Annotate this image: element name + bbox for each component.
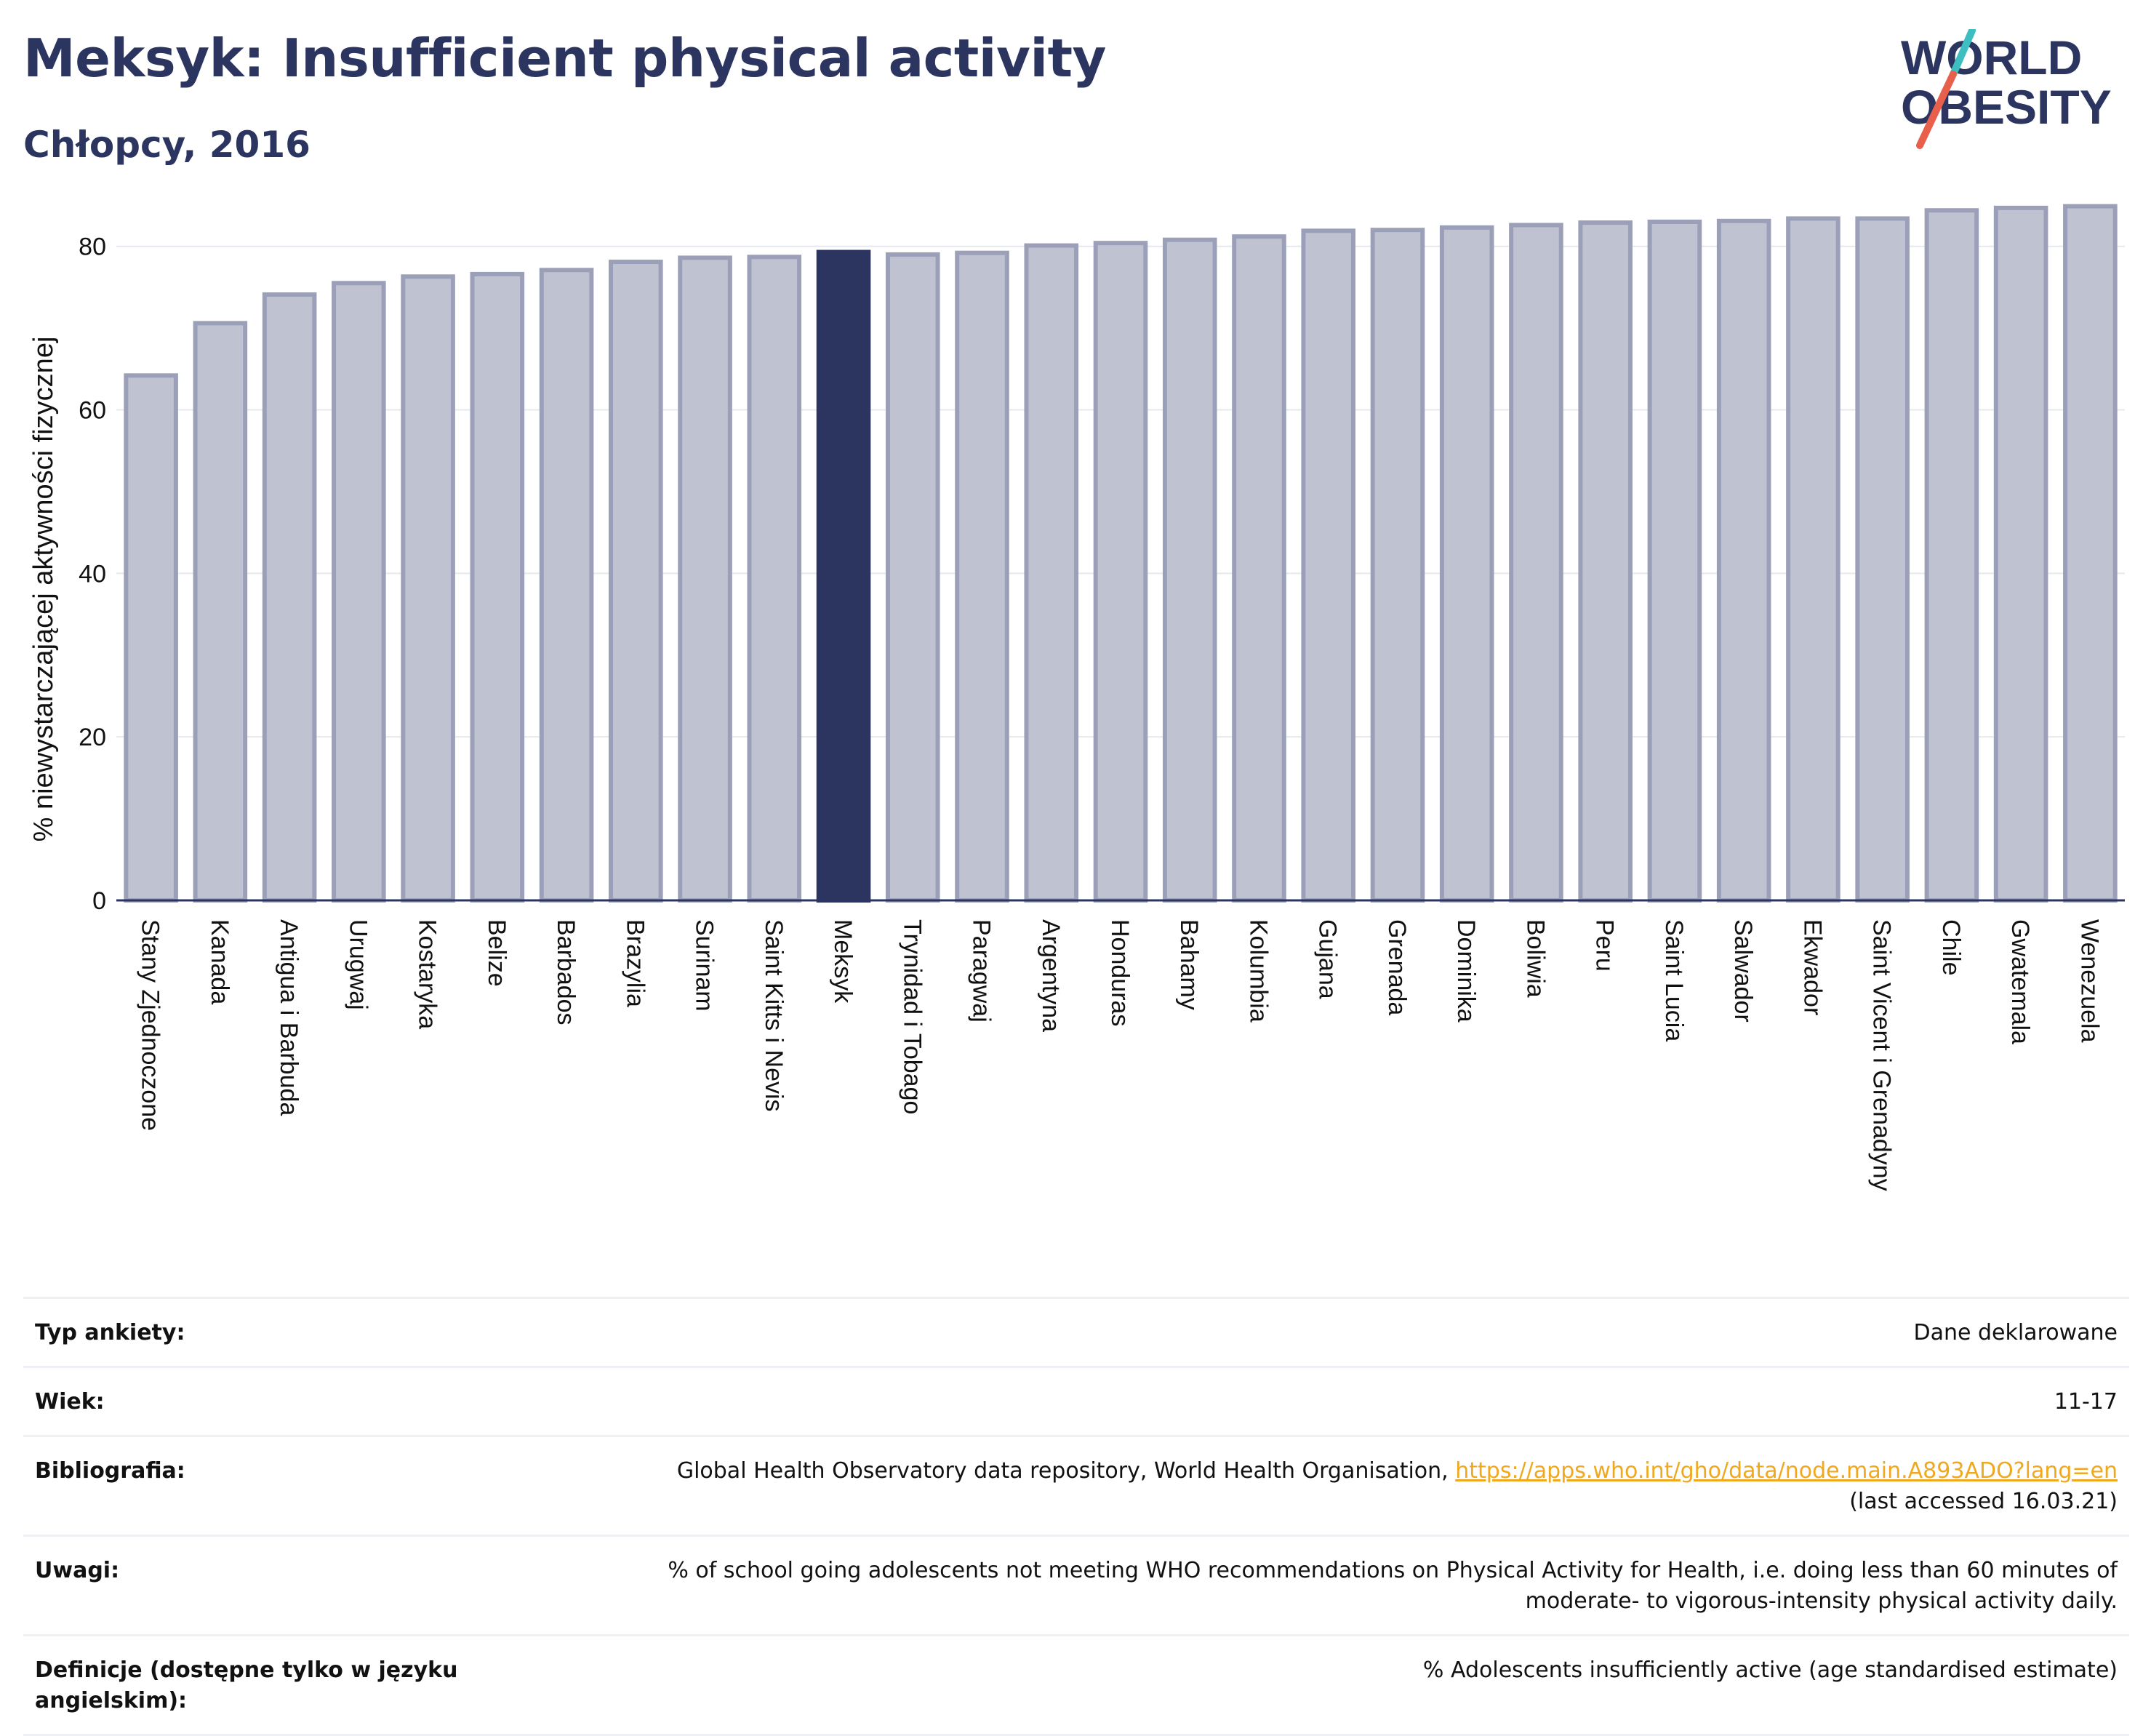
x-tick-label: Trynidad i Tobago: [898, 919, 926, 1114]
logo-slash-top: [1950, 29, 1976, 78]
bar-antigua-i-barbuda: [262, 292, 317, 903]
info-value: Global Health Observatory data repositor…: [677, 1456, 2118, 1517]
info-row-definitions: Definicje (dostępne tylko w języku angie…: [23, 1634, 2129, 1736]
bar-belize: [470, 271, 525, 903]
bar-saint-kitts-i-nevis: [747, 255, 802, 903]
x-tick-label: Saint Kitts i Nevis: [760, 919, 788, 1112]
info-label: Definicje (dostępne tylko w języku angie…: [35, 1657, 458, 1713]
info-label: Bibliografia:: [35, 1458, 185, 1484]
bar-ekwador: [1786, 216, 1840, 903]
logo-slash-bottom: [1916, 71, 1957, 149]
info-row-bibliography: Bibliografia: Global Health Observatory …: [23, 1435, 2129, 1535]
bar-saint-lucia: [1647, 219, 1702, 903]
bar-kanada: [193, 321, 248, 903]
y-tick-label: 20: [79, 724, 106, 751]
info-value: % Adolescents insufficiently active (age…: [1422, 1657, 2118, 1683]
x-tick-label: Honduras: [1106, 919, 1134, 1026]
x-tick-label: Stany Zjednoczone: [137, 919, 164, 1131]
bar-chile: [1924, 208, 1979, 903]
bars: [116, 204, 2125, 903]
x-tick-label: Paragwaj: [968, 919, 996, 1023]
bar-salwador: [1716, 218, 1771, 903]
bar-meksyk: [816, 249, 871, 903]
bar-argentyna: [1024, 243, 1079, 903]
x-tick-label: Belize: [483, 919, 510, 987]
x-tick-label: Grenada: [1383, 919, 1411, 1015]
x-tick-label: Gwatemala: [2006, 919, 2034, 1044]
x-tick-label: Salwador: [1729, 919, 1757, 1023]
x-tick-label: Gujana: [1314, 919, 1342, 999]
x-tick-label: Boliwia: [1521, 919, 1549, 998]
info-row-survey-type: Typ ankiety: Dane deklarowane: [23, 1297, 2129, 1366]
bar-grenada: [1370, 228, 1425, 903]
x-tick-label: Kostaryka: [414, 919, 441, 1029]
bar-paragwaj: [955, 250, 1009, 903]
info-value: 11-17: [2054, 1389, 2118, 1415]
notes-text: % of school going adolescents not meetin…: [668, 1558, 2118, 1583]
x-tick-label: Bahamy: [1175, 919, 1203, 1010]
x-tick-label: Peru: [1591, 919, 1619, 972]
y-axis-label: % niewystarczającej aktywności fizycznej: [28, 337, 59, 842]
x-tick-label: Dominika: [1452, 919, 1480, 1023]
x-tick-label: Antigua i Barbuda: [275, 919, 303, 1116]
x-tick-label: Kolumbia: [1244, 919, 1272, 1023]
info-label: Wiek:: [35, 1389, 105, 1415]
bibliography-text: Global Health Observatory data repositor…: [676, 1458, 1449, 1484]
x-tick-label: Wenezuela: [2075, 919, 2103, 1043]
bar-gwatemala: [1993, 205, 2048, 903]
bar-stany-zjednoczone: [124, 373, 178, 903]
x-tick-label: Kanada: [206, 919, 233, 1004]
x-tick-label: Argentyna: [1037, 919, 1065, 1032]
page-title: Meksyk: Insufficient physical activity: [23, 28, 1106, 89]
bar-chart: 0 20 40 60 80 Stany Zjednoczone Kanada Antigua…: [28, 204, 2125, 1191]
x-tick-labels: Stany Zjednoczone Kanada Antigua i Barbuda…: [137, 919, 2104, 1191]
y-tick-label: 0: [92, 887, 106, 915]
bar-urugwaj: [332, 281, 386, 903]
x-tick-label: Meksyk: [829, 919, 857, 1004]
bar-saint-vicent-i-grenadyny: [1855, 216, 1910, 903]
bibliography-accessed: (last accessed 16.03.21): [1849, 1489, 2118, 1514]
x-tick-label: Saint Vicent i Grenadyny: [1868, 919, 1896, 1191]
info-label: Typ ankiety:: [35, 1320, 185, 1345]
info-value: % of school going adolescents not meetin…: [668, 1556, 2118, 1617]
bar-gujana: [1301, 228, 1356, 903]
y-tick-label: 80: [79, 233, 106, 261]
x-tick-label: Ekwador: [1798, 919, 1826, 1015]
logo-line1: WORLD: [1901, 31, 2082, 84]
x-tick-label: Surinam: [691, 919, 718, 1012]
y-tick-label: 60: [79, 397, 106, 425]
y-tick-labels: 0 20 40 60 80: [79, 233, 106, 915]
bar-trynidad-i-tobago: [885, 252, 940, 903]
bar-barbados: [539, 268, 594, 903]
bar-dominika: [1439, 225, 1494, 903]
x-tick-label: Barbados: [552, 919, 580, 1025]
notes-text-cont: moderate- to vigorous-intensity physical…: [1525, 1588, 2118, 1614]
info-value: Dane deklarowane: [1913, 1320, 2118, 1345]
bar-surinam: [678, 255, 732, 903]
info-row-age: Wiek: 11-17: [23, 1366, 2129, 1435]
bar-peru: [1578, 220, 1633, 903]
x-tick-label: Saint Lucia: [1660, 919, 1688, 1041]
bar-brazylia: [609, 260, 663, 903]
x-tick-label: Chile: [1937, 919, 1965, 975]
page-subtitle: Chłopcy, 2016: [23, 124, 311, 166]
bar-kolumbia: [1232, 234, 1286, 903]
bar-honduras: [1093, 241, 1148, 903]
world-obesity-logo: WORLD OBESITY: [1901, 29, 2112, 149]
info-label: Uwagi:: [35, 1558, 120, 1583]
x-tick-label: Urugwaj: [344, 919, 372, 1010]
bar-wenezuela: [2063, 204, 2118, 903]
x-tick-label: Brazylia: [621, 919, 649, 1007]
bar-bahamy: [1162, 237, 1217, 903]
bar-boliwia: [1509, 223, 1563, 903]
y-tick-label: 40: [79, 560, 106, 588]
bar-kostaryka: [401, 274, 455, 903]
info-table: Typ ankiety: Dane deklarowane Wiek: 11-1…: [23, 1297, 2129, 1736]
info-row-notes: Uwagi: % of school going adolescents not…: [23, 1535, 2129, 1634]
bibliography-link[interactable]: https://apps.who.int/gho/data/node.main.…: [1455, 1458, 2118, 1484]
